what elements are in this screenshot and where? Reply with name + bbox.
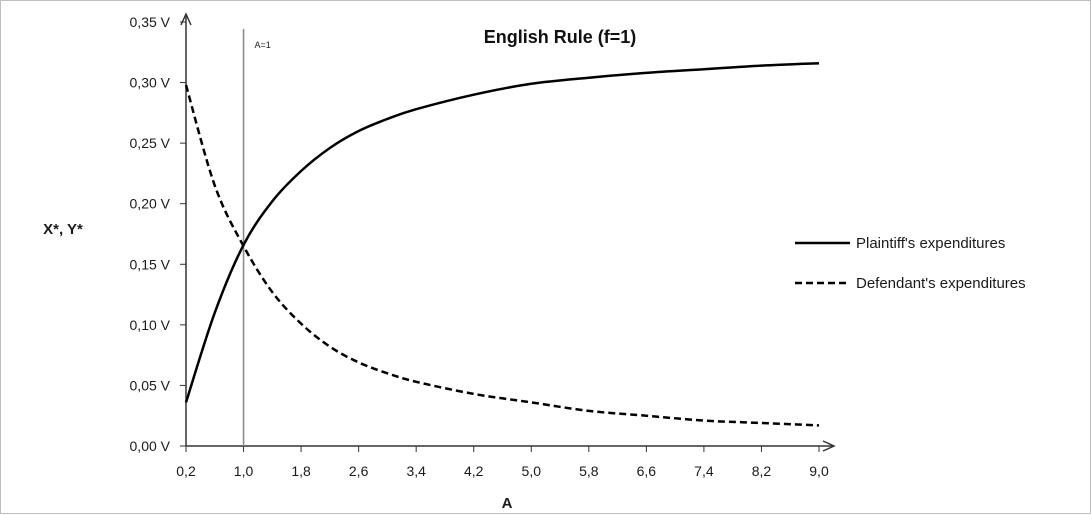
x-tick-label: 5,8 [579, 463, 599, 479]
x-axis-ticks: 0,2 1,0 1,8 2,6 3,4 4,2 5,0 5,8 6,6 7,4 8,2 9,0 [176, 446, 829, 479]
x-tick-label: 4,2 [464, 463, 484, 479]
x-tick-label: 6,6 [637, 463, 657, 479]
y-axis-title: X*, Y* [43, 221, 83, 238]
y-axis-ticks: 0,00 V 0,05 V 0,10 V 0,15 V 0,20 V 0,25 V 0,30… [130, 14, 186, 454]
legend-label-plaintiff: Plaintiff's expenditures [856, 235, 1005, 252]
y-tick-label: 0,15 V [130, 256, 171, 272]
x-tick-label: 9,0 [809, 463, 829, 479]
y-tick-label: 0,10 V [130, 317, 171, 333]
x-tick-label: 3,4 [406, 463, 426, 479]
y-tick-label: 0,30 V [130, 75, 171, 91]
x-tick-label: 1,8 [291, 463, 311, 479]
y-tick-label: 0,05 V [130, 377, 171, 393]
y-tick-label: 0,20 V [130, 196, 171, 212]
defendant-expenditures-line [184, 84, 820, 427]
x-tick-label: 8,2 [752, 463, 772, 479]
legend: Plaintiff's expenditures Defendant's exp… [795, 235, 1026, 292]
y-tick-label: 0,25 V [130, 135, 171, 151]
x-tick-label: 0,2 [176, 463, 196, 479]
y-tick-label: 0,00 V [130, 438, 171, 454]
x-tick-label: 7,4 [694, 463, 714, 479]
reference-line-group: A=1 [242, 29, 271, 446]
plaintiff-expenditures-line [184, 61, 820, 403]
x-tick-label: 5,0 [522, 463, 542, 479]
x-axis-title: A [502, 495, 513, 512]
legend-label-defendant: Defendant's expenditures [856, 275, 1026, 292]
x-tick-label: 2,6 [349, 463, 369, 479]
axes [180, 12, 836, 452]
reference-line-label: A=1 [255, 40, 271, 50]
x-tick-label: 1,0 [234, 463, 254, 479]
x-axis-arrow [822, 440, 836, 452]
chart-title: English Rule (f=1) [484, 27, 637, 47]
y-axis-arrow [180, 12, 192, 26]
y-tick-label: 0,35 V [130, 14, 171, 30]
series-lines [184, 61, 820, 427]
